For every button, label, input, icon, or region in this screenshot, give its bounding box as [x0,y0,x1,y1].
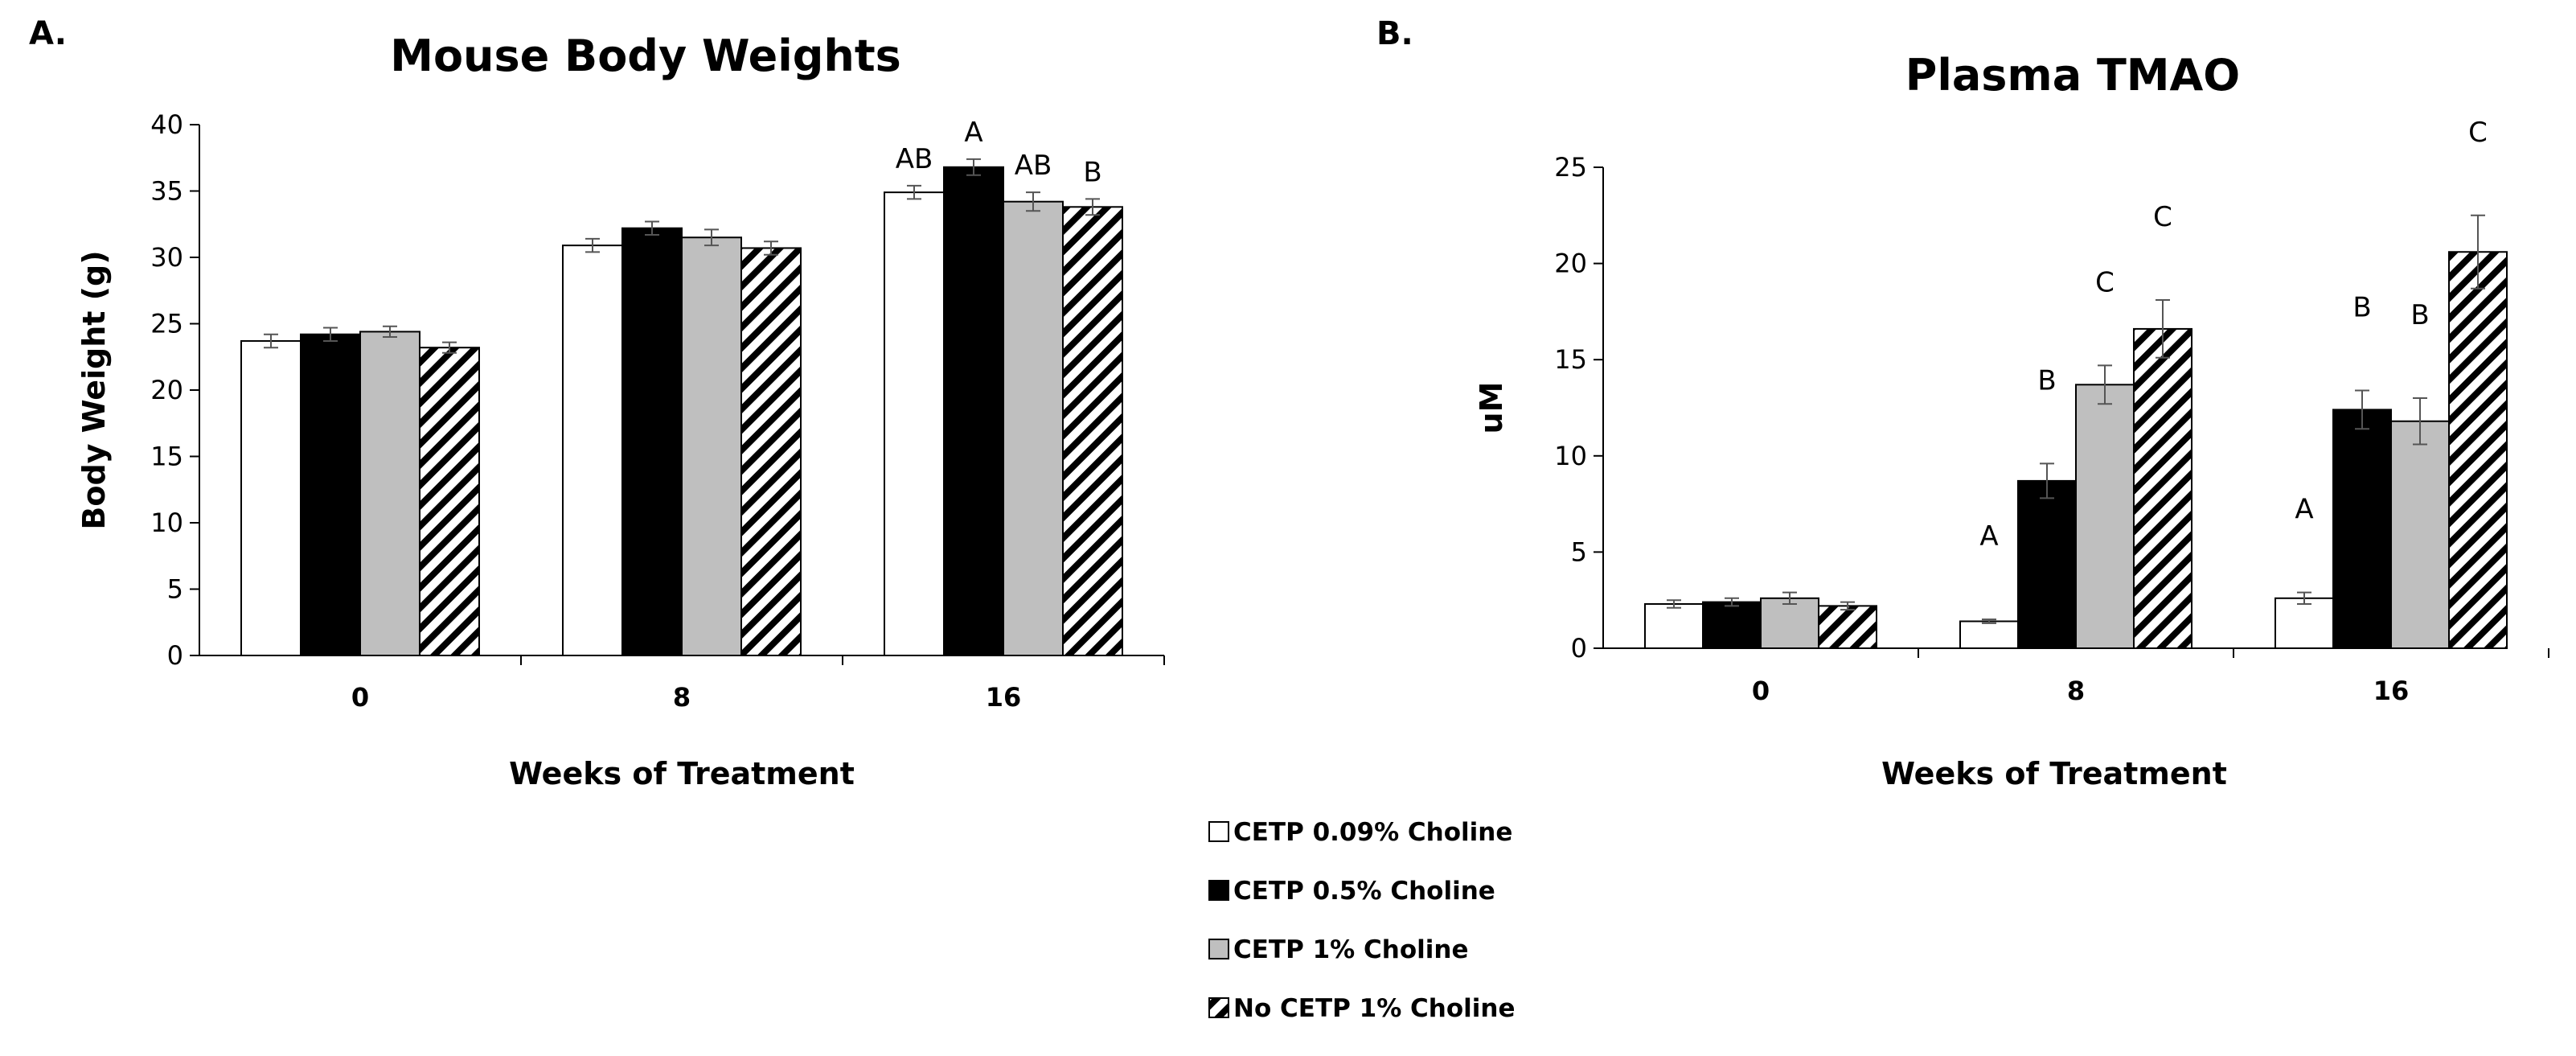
significance-label: B [2410,299,2429,331]
y-tick-label: 35 [150,176,183,207]
significance-label: A [2295,494,2313,526]
bar [2133,327,2192,649]
y-tick-label: 20 [150,375,183,405]
significance-label: AB [1015,150,1052,182]
y-axis-title: Body Weight (g) [76,250,112,529]
legend: CETP 0.09% Choline CETP 0.5% Choline CETP … [1208,818,1516,1023]
panel-label-a: A. [29,15,67,52]
bar [1644,602,1704,650]
y-tick-label: 0 [167,640,183,671]
y-tick-label: 25 [1554,152,1587,183]
significance-label: C [2468,117,2488,149]
bar [884,191,945,656]
y-tick-label: 10 [150,507,183,538]
bar [681,236,742,656]
bar [1818,605,1877,649]
legend-label: CETP 1% Choline [1233,935,1468,964]
x-category-label: 8 [673,682,691,713]
bar [943,166,1004,657]
bar [1062,206,1123,656]
legend-label: CETP 0.09% Choline [1233,818,1512,847]
bar [621,227,683,656]
significance-label: A [1979,520,1998,553]
significance-label: B [1083,156,1101,188]
x-category-label: 0 [1752,676,1770,706]
chart-title: Mouse Body Weights [390,31,901,81]
y-tick-label: 0 [1571,633,1587,664]
panel-label-b: B. [1376,15,1413,52]
y-tick-label: 25 [150,309,183,339]
bar [2332,409,2392,649]
legend-label: No CETP 1% Choline [1233,994,1516,1023]
bar [419,347,480,656]
y-tick-label: 5 [1571,536,1587,567]
y-tick-label: 20 [1554,249,1587,279]
legend-label: CETP 0.5% Choline [1233,877,1495,906]
bar [2275,597,2334,649]
bar [300,333,361,656]
bar [2390,420,2450,650]
y-tick-label: 40 [150,109,183,140]
x-axis-title: Weeks of Treatment [1881,756,2227,791]
bar [240,339,301,656]
y-tick-label: 15 [1554,344,1587,375]
significance-label: B [2037,364,2056,397]
bar [2075,384,2135,649]
bar [2017,479,2077,649]
bar [1760,597,1819,649]
significance-label: B [2352,291,2371,323]
legend-swatch [1208,939,1229,959]
significance-label: C [2095,266,2115,298]
significance-label: AB [896,143,933,175]
bar [1003,200,1064,656]
x-category-label: 16 [2373,676,2410,706]
x-category-label: 16 [986,682,1022,713]
bar [1702,601,1762,649]
y-axis-title: uM [1474,382,1509,434]
bar [2448,251,2508,649]
bar [1959,620,2019,650]
chart-plasma-tmao: Plasma TMAO 0 5 10 15 20 25 uM Weeks of Treatmen… [1474,50,2549,791]
significance-label: C [2153,201,2172,233]
chart-title: Plasma TMAO [1905,50,2240,101]
bar [740,247,802,656]
bar [359,331,420,656]
x-category-label: 8 [2067,676,2085,706]
legend-swatch [1208,997,1229,1018]
chart-body-weights: Mouse Body Weights 0 5 10 15 20 25 30 35 40 Body W… [76,31,1165,791]
legend-swatch [1208,821,1229,842]
y-tick-label: 15 [150,442,183,472]
bar [562,244,623,656]
significance-label: A [964,117,982,149]
x-axis-title: Weeks of Treatment [509,756,855,791]
y-tick-label: 5 [167,574,183,605]
legend-swatch [1208,880,1229,901]
y-tick-label: 30 [150,242,183,273]
x-category-label: 0 [351,682,369,713]
y-tick-label: 10 [1554,441,1587,471]
